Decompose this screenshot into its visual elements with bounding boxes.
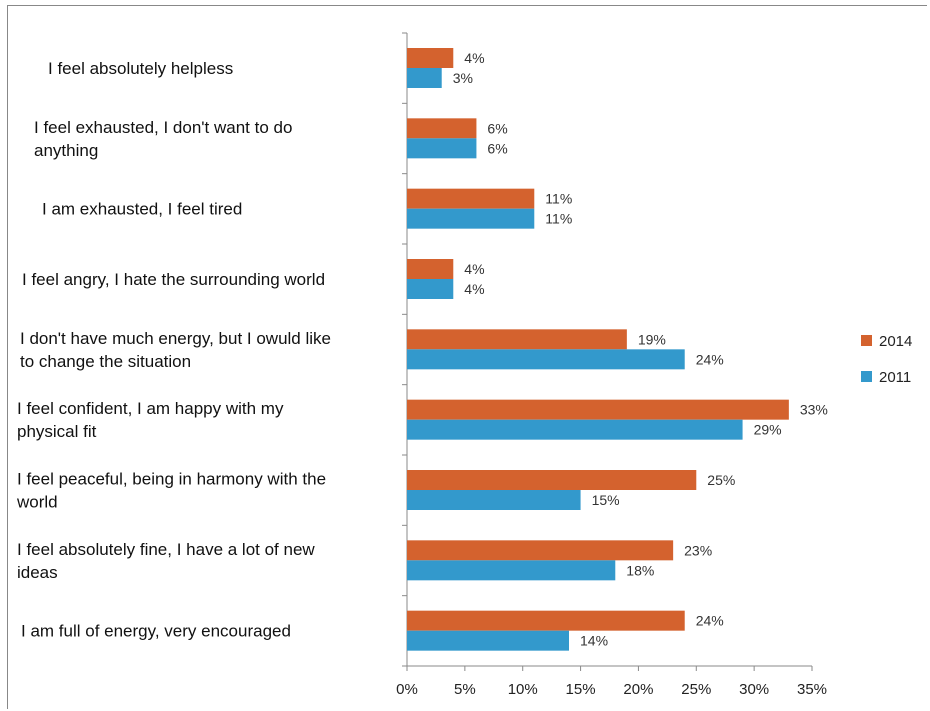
category-label: to change the situation	[20, 352, 191, 371]
bar-2014	[407, 329, 627, 350]
bar-2014	[407, 118, 477, 139]
data-label-2014: 25%	[707, 472, 735, 488]
bar-2014	[407, 610, 685, 631]
data-label-2014: 23%	[684, 542, 712, 558]
category-label: I don't have much energy, but I owuld li…	[20, 329, 331, 348]
legend: 2014 2011	[861, 333, 912, 386]
x-tick-label: 10%	[508, 681, 538, 698]
x-tick-label: 5%	[454, 681, 476, 698]
category-label: I am exhausted, I feel tired	[42, 200, 242, 219]
data-label-2011: 29%	[754, 422, 782, 438]
bar-2014	[407, 48, 454, 68]
bar-2011	[407, 208, 535, 229]
data-label-2011: 24%	[696, 351, 724, 367]
data-label-2011: 6%	[487, 140, 507, 156]
bar-2011	[407, 279, 454, 299]
category-label: anything	[34, 141, 98, 160]
category-label: I feel absolutely fine, I have a lot of …	[17, 540, 315, 559]
legend-swatch-2011	[861, 371, 872, 382]
bars	[407, 48, 789, 651]
category-label: I feel peaceful, being in harmony with t…	[17, 470, 326, 489]
chart-frame	[7, 5, 927, 709]
category-label: I feel angry, I hate the surrounding wor…	[22, 270, 325, 289]
data-label-2011: 18%	[626, 562, 654, 578]
category-label: physical fit	[17, 422, 97, 441]
x-tick-label: 30%	[739, 681, 769, 698]
x-tick-label: 15%	[566, 681, 596, 698]
category-labels: I feel absolutely helpless I feel exhaust…	[16, 59, 331, 641]
bar-2014	[407, 399, 789, 420]
data-label-2014: 4%	[464, 50, 484, 66]
category-label: world	[16, 493, 58, 512]
category-label: I feel absolutely helpless	[48, 59, 233, 78]
category-label: I am full of energy, very encouraged	[21, 622, 291, 641]
bar-2011	[407, 419, 743, 440]
data-label-2011: 4%	[464, 281, 484, 297]
category-label: I feel exhausted, I don't want to do	[34, 118, 292, 137]
data-label-2014: 11%	[545, 191, 572, 207]
data-label-2011: 15%	[592, 492, 620, 508]
x-tick-label: 0%	[396, 681, 418, 698]
bar-2011	[407, 630, 569, 651]
x-tick-labels: 0% 5% 10% 15% 20% 25% 30% 35%	[396, 681, 827, 698]
data-label-2011: 11%	[545, 211, 572, 227]
category-label: I feel confident, I am happy with my	[17, 399, 284, 418]
data-labels: 4% 3% 6% 6% 11% 11% 4% 4% 19% 24% 33% 29% 25% 15% 23% 1…	[453, 50, 828, 649]
data-label-2014: 4%	[464, 261, 484, 277]
bar-2011	[407, 349, 685, 370]
legend-swatch-2014	[861, 335, 872, 346]
data-label-2014: 19%	[638, 331, 666, 347]
bar-2014	[407, 470, 697, 490]
bar-2014	[407, 259, 454, 279]
data-label-2014: 6%	[487, 120, 507, 136]
x-tick-label: 35%	[797, 681, 827, 698]
legend-label-2011: 2011	[879, 369, 911, 386]
bar-2011	[407, 138, 477, 159]
category-label: ideas	[17, 563, 58, 582]
data-label-2011: 14%	[580, 633, 608, 649]
bar-2011	[407, 68, 442, 88]
bar-2011	[407, 490, 581, 510]
data-label-2014: 24%	[696, 613, 724, 629]
bar-2011	[407, 560, 616, 581]
bar-2014	[407, 540, 674, 561]
x-tick-label: 20%	[623, 681, 653, 698]
bar-2014	[407, 188, 535, 209]
data-label-2011: 3%	[453, 70, 473, 86]
data-label-2014: 33%	[800, 402, 828, 418]
x-tick-label: 25%	[681, 681, 711, 698]
legend-label-2014: 2014	[879, 333, 912, 350]
